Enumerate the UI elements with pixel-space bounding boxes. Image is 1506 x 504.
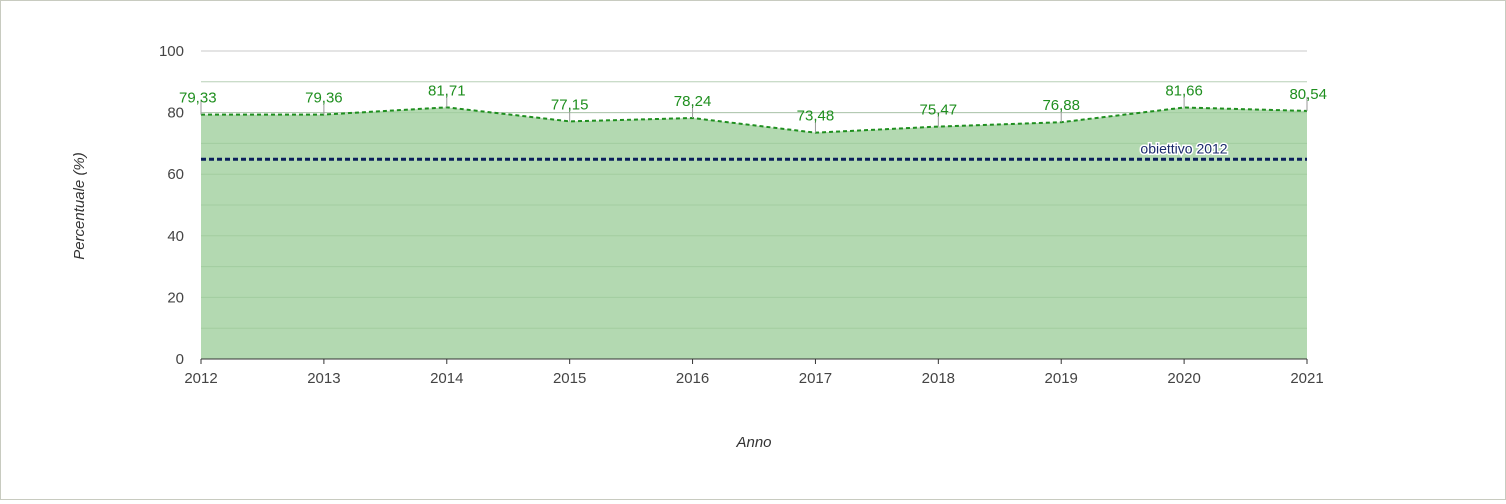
x-axis-title: Anno bbox=[735, 434, 771, 451]
data-label: 73,48 bbox=[797, 108, 835, 125]
target-layer: obiettivo 2012 bbox=[201, 139, 1307, 161]
y-tick-label: 80 bbox=[167, 105, 184, 122]
area-layer bbox=[200, 81, 1308, 360]
x-tick-label: 2020 bbox=[1167, 370, 1200, 387]
data-label: 77,15 bbox=[551, 96, 589, 113]
x-tick-label: 2017 bbox=[799, 370, 832, 387]
x-axis-ticks: 2012 2013 2014 2015 2016 2017 2018 2019 2020 2021 bbox=[184, 359, 1324, 387]
x-tick-label: 2019 bbox=[1045, 370, 1078, 387]
x-tick-label: 2014 bbox=[430, 370, 463, 387]
data-label: 81,66 bbox=[1165, 82, 1203, 99]
x-tick-label: 2015 bbox=[553, 370, 586, 387]
y-axis-title: Percentuale (%) bbox=[71, 152, 88, 260]
series-area bbox=[201, 107, 1307, 360]
y-tick-label: 100 bbox=[159, 43, 184, 60]
x-tick-label: 2021 bbox=[1290, 370, 1323, 387]
data-label: 76,88 bbox=[1042, 97, 1080, 114]
y-tick-label: 40 bbox=[167, 228, 184, 245]
x-tick-label: 2013 bbox=[307, 370, 340, 387]
data-label: 81,71 bbox=[428, 82, 466, 99]
data-label: 80,54 bbox=[1289, 86, 1327, 103]
data-labels: 79,33 79,36 81,71 77,15 78,24 73,48 75,47 76,88… bbox=[179, 82, 1327, 133]
data-label: 79,33 bbox=[179, 90, 217, 107]
y-axis-ticks: 0 20 40 60 80 100 bbox=[159, 43, 184, 368]
y-tick-label: 0 bbox=[176, 351, 184, 368]
series-line bbox=[200, 106, 1308, 134]
y-tick-label: 20 bbox=[167, 289, 184, 306]
data-label: 79,36 bbox=[305, 90, 343, 107]
y-tick-label: 60 bbox=[167, 166, 184, 183]
x-tick-label: 2012 bbox=[184, 370, 217, 387]
data-label: 75,47 bbox=[920, 102, 958, 119]
target-label: obiettivo 2012 bbox=[1140, 140, 1227, 156]
x-tick-label: 2018 bbox=[922, 370, 955, 387]
x-tick-label: 2016 bbox=[676, 370, 709, 387]
data-label: 78,24 bbox=[674, 93, 712, 110]
